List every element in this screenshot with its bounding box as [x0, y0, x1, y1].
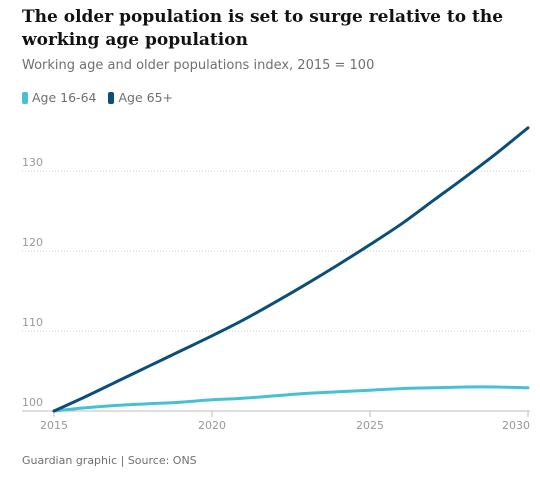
- line-chart: 100 110 120 130 2015 2020 2025 2030: [22, 126, 530, 432]
- legend: Age 16-64 Age 65+: [22, 90, 173, 105]
- legend-item-16-64: Age 16-64: [22, 90, 96, 105]
- x-tick-label-2025: 2025: [356, 419, 384, 432]
- y-tick-label-130: 130: [22, 156, 43, 169]
- source-note: Guardian graphic | Source: ONS: [22, 454, 197, 467]
- legend-label-65-plus: Age 65+: [118, 90, 174, 105]
- x-tick-label-2020: 2020: [198, 419, 226, 432]
- chart-subtitle: Working age and older populations index,…: [22, 58, 375, 73]
- y-tick-label-110: 110: [22, 316, 43, 329]
- x-tick-label-2015: 2015: [40, 419, 68, 432]
- y-tick-label-120: 120: [22, 236, 43, 249]
- series-line-age-16-64: [52, 385, 530, 413]
- legend-item-65-plus: Age 65+: [108, 90, 173, 105]
- y-tick-label-100: 100: [22, 396, 43, 409]
- legend-swatch-16-64: [22, 91, 28, 104]
- chart-title: The older population is set to surge rel…: [22, 7, 504, 50]
- legend-swatch-65-plus: [108, 91, 115, 104]
- series-line-age-65-plus: [52, 126, 530, 413]
- legend-label-16-64: Age 16-64: [32, 90, 97, 105]
- x-tick-label-2030: 2030: [502, 419, 530, 432]
